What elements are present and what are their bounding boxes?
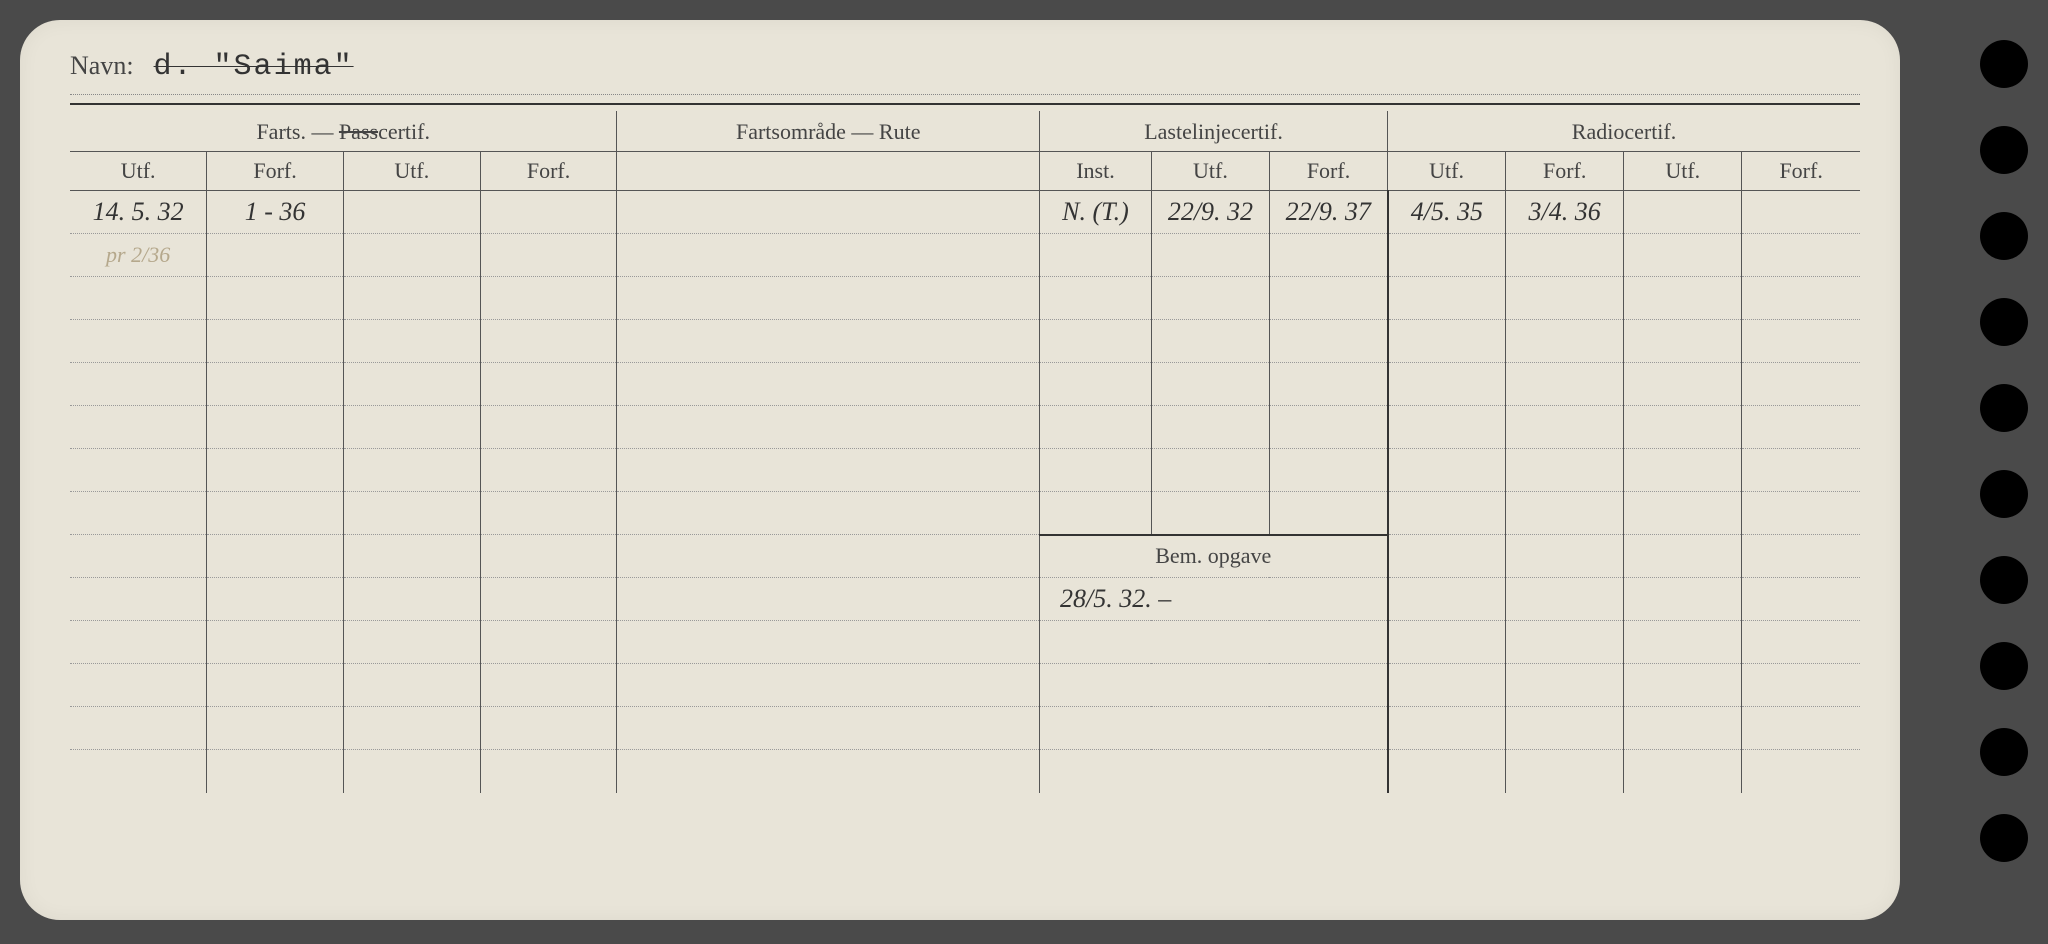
cell [617,191,1040,234]
cell-farts-utf: 14. 5. 32 [70,191,207,234]
hole-icon [1980,728,2028,776]
header-farts-pass: Farts. — Passcertif. [70,111,617,152]
cell [1040,234,1152,277]
cell [343,234,480,277]
hole-icon [1980,470,2028,518]
cell-radio-forf: 3/4. 36 [1506,191,1624,234]
cell-laste-utf: 22/9. 32 [1151,191,1269,234]
bem-header-row: Bem. opgave [70,535,1860,578]
name-row: Navn: d. "Saima" [70,50,1860,95]
hole-icon [1980,40,2028,88]
sub-forf-4: Forf. [1506,152,1624,191]
sub-utf-2: Utf. [343,152,480,191]
header-fartsomrade: Fartsområde — Rute [617,111,1040,152]
data-row [70,707,1860,750]
sub-utf-4: Utf. [1388,152,1506,191]
binder-holes [1980,40,2028,862]
divider [70,103,1860,105]
certificate-table: Farts. — Passcertif. Fartsområde — Rute … [70,111,1860,793]
header-lastelinje: Lastelinjecertif. [1040,111,1388,152]
cell-farts-forf: 1 - 36 [207,191,344,234]
sub-utf-3: Utf. [1151,152,1269,191]
header-radio: Radiocertif. [1388,111,1860,152]
sub-forf-2: Forf. [480,152,617,191]
bem-value-row: 28/5. 32. – [70,578,1860,621]
bem-header: Bem. opgave [1040,535,1388,578]
name-label: Navn: [70,51,134,81]
cell [480,191,617,234]
cell [1506,234,1624,277]
data-row [70,664,1860,707]
sub-forf-1: Forf. [207,152,344,191]
cell-radio-utf: 4/5. 35 [1388,191,1506,234]
data-row [70,750,1860,793]
cell [1388,234,1506,277]
data-row-2: pr 2/36 [70,234,1860,277]
data-row [70,492,1860,535]
bem-value: 28/5. 32. – [1040,578,1388,621]
cell [1624,234,1742,277]
data-row [70,449,1860,492]
cell [207,234,344,277]
sub-utf-5: Utf. [1624,152,1742,191]
hole-icon [1980,384,2028,432]
hole-icon [1980,298,2028,346]
cell [1742,191,1860,234]
cell-laste-forf: 22/9. 37 [1269,191,1387,234]
cell [343,191,480,234]
data-row [70,277,1860,320]
hole-icon [1980,126,2028,174]
hole-icon [1980,556,2028,604]
cell [1269,234,1387,277]
sub-inst: Inst. [1040,152,1152,191]
data-row [70,406,1860,449]
cell [1151,234,1269,277]
cell [480,234,617,277]
table-wrap: Farts. — Passcertif. Fartsområde — Rute … [70,111,1860,793]
cell-faint: pr 2/36 [70,234,207,277]
hole-icon [1980,814,2028,862]
sub-forf-3: Forf. [1269,152,1387,191]
cell-inst: N. (T.) [1040,191,1152,234]
sub-utf-1: Utf. [70,152,207,191]
cell [617,234,1040,277]
sub-forf-5: Forf. [1742,152,1860,191]
data-row [70,320,1860,363]
cell [1624,191,1742,234]
index-card: Navn: d. "Saima" Farts. — Passcertif. Fa… [20,20,1900,920]
data-row-1: 14. 5. 32 1 - 36 N. (T.) 22/9. 32 22/9. … [70,191,1860,234]
hole-icon [1980,642,2028,690]
data-row [70,621,1860,664]
sub-rute [617,152,1040,191]
pass-strike: Pass [339,119,378,144]
hole-icon [1980,212,2028,260]
cell [1742,234,1860,277]
name-value: d. "Saima" [154,50,354,84]
data-row [70,363,1860,406]
